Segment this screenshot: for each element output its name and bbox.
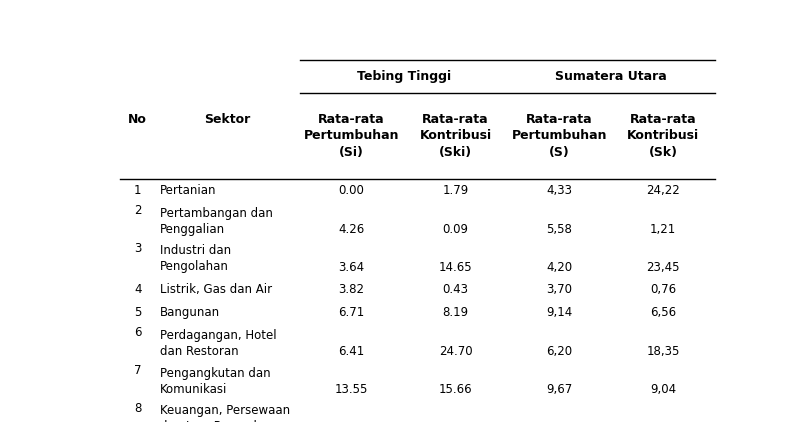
Text: Bangunan: Bangunan bbox=[160, 306, 220, 319]
Text: 6,56: 6,56 bbox=[650, 306, 676, 319]
Text: 8: 8 bbox=[134, 402, 141, 415]
Text: Sumatera Utara: Sumatera Utara bbox=[555, 70, 667, 83]
Text: 4: 4 bbox=[134, 283, 141, 296]
Text: 24,22: 24,22 bbox=[646, 184, 679, 197]
Text: Pertambangan dan
Penggalian: Pertambangan dan Penggalian bbox=[160, 207, 272, 236]
Text: Pertanian: Pertanian bbox=[160, 184, 217, 197]
Text: Rata-rata
Pertumbuhan
(Si): Rata-rata Pertumbuhan (Si) bbox=[303, 113, 399, 159]
Text: Industri dan
Pengolahan: Industri dan Pengolahan bbox=[160, 244, 231, 273]
Text: 6,20: 6,20 bbox=[546, 345, 572, 358]
Text: Tebing Tinggi: Tebing Tinggi bbox=[356, 70, 450, 83]
Text: 14.65: 14.65 bbox=[438, 261, 472, 274]
Text: 5,58: 5,58 bbox=[546, 223, 572, 236]
Text: 9,38: 9,38 bbox=[546, 421, 572, 422]
Text: 9,14: 9,14 bbox=[546, 306, 572, 319]
Text: 9,67: 9,67 bbox=[546, 383, 572, 396]
Text: Rata-rata
Pertumbuhan
(S): Rata-rata Pertumbuhan (S) bbox=[511, 113, 607, 159]
Text: Perdagangan, Hotel
dan Restoran: Perdagangan, Hotel dan Restoran bbox=[160, 329, 277, 358]
Text: 0.43: 0.43 bbox=[442, 283, 468, 296]
Text: 4.26: 4.26 bbox=[338, 223, 364, 236]
Text: 26.87: 26.87 bbox=[334, 421, 368, 422]
Text: 5: 5 bbox=[134, 306, 141, 319]
Text: 1: 1 bbox=[134, 184, 141, 197]
Text: 2: 2 bbox=[134, 204, 141, 217]
Text: 23,45: 23,45 bbox=[646, 261, 679, 274]
Text: 0,76: 0,76 bbox=[650, 283, 676, 296]
Text: Listrik, Gas dan Air: Listrik, Gas dan Air bbox=[160, 283, 272, 296]
Text: Rata-rata
Kontribusi
(Ski): Rata-rata Kontribusi (Ski) bbox=[419, 113, 491, 159]
Text: 7: 7 bbox=[134, 364, 141, 377]
Text: No: No bbox=[128, 113, 147, 126]
Text: 11.82: 11.82 bbox=[438, 421, 472, 422]
Text: 3.82: 3.82 bbox=[338, 283, 364, 296]
Text: 3.64: 3.64 bbox=[338, 261, 364, 274]
Text: 18,35: 18,35 bbox=[646, 345, 679, 358]
Text: 15.66: 15.66 bbox=[438, 383, 472, 396]
Text: 0.00: 0.00 bbox=[338, 184, 364, 197]
Text: 1,21: 1,21 bbox=[650, 223, 676, 236]
Text: 6,70: 6,70 bbox=[650, 421, 676, 422]
Text: 8.19: 8.19 bbox=[442, 306, 468, 319]
Text: 13.55: 13.55 bbox=[335, 383, 368, 396]
Text: 0.09: 0.09 bbox=[442, 223, 468, 236]
Text: 6.41: 6.41 bbox=[338, 345, 364, 358]
Text: Keuangan, Persewaan
dan Jasa Perusahaan: Keuangan, Persewaan dan Jasa Perusahaan bbox=[160, 404, 290, 422]
Text: 6.71: 6.71 bbox=[338, 306, 364, 319]
Text: 3: 3 bbox=[134, 242, 141, 255]
Text: Sektor: Sektor bbox=[204, 113, 250, 126]
Text: 9,04: 9,04 bbox=[650, 383, 676, 396]
Text: 3,70: 3,70 bbox=[546, 283, 572, 296]
Text: Pengangkutan dan
Komunikasi: Pengangkutan dan Komunikasi bbox=[160, 367, 270, 395]
Text: 24.70: 24.70 bbox=[438, 345, 472, 358]
Text: 1.79: 1.79 bbox=[442, 184, 468, 197]
Text: 6: 6 bbox=[134, 326, 141, 339]
Text: 4,20: 4,20 bbox=[546, 261, 572, 274]
Text: 4,33: 4,33 bbox=[546, 184, 572, 197]
Text: Rata-rata
Kontribusi
(Sk): Rata-rata Kontribusi (Sk) bbox=[626, 113, 698, 159]
